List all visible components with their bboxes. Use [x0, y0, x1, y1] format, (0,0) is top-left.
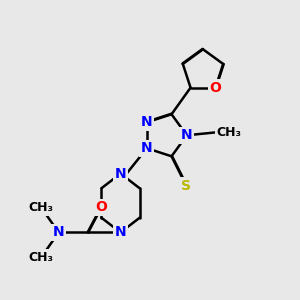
Text: O: O	[95, 200, 107, 214]
Text: CH₃: CH₃	[28, 251, 54, 264]
Text: CH₃: CH₃	[28, 201, 54, 214]
Text: O: O	[209, 81, 221, 95]
Text: N: N	[141, 141, 153, 155]
Text: CH₃: CH₃	[216, 126, 241, 139]
Text: N: N	[115, 167, 126, 181]
Text: N: N	[115, 225, 126, 239]
Text: N: N	[181, 128, 193, 142]
Text: N: N	[53, 225, 64, 239]
Text: N: N	[141, 115, 153, 129]
Text: S: S	[181, 179, 191, 193]
